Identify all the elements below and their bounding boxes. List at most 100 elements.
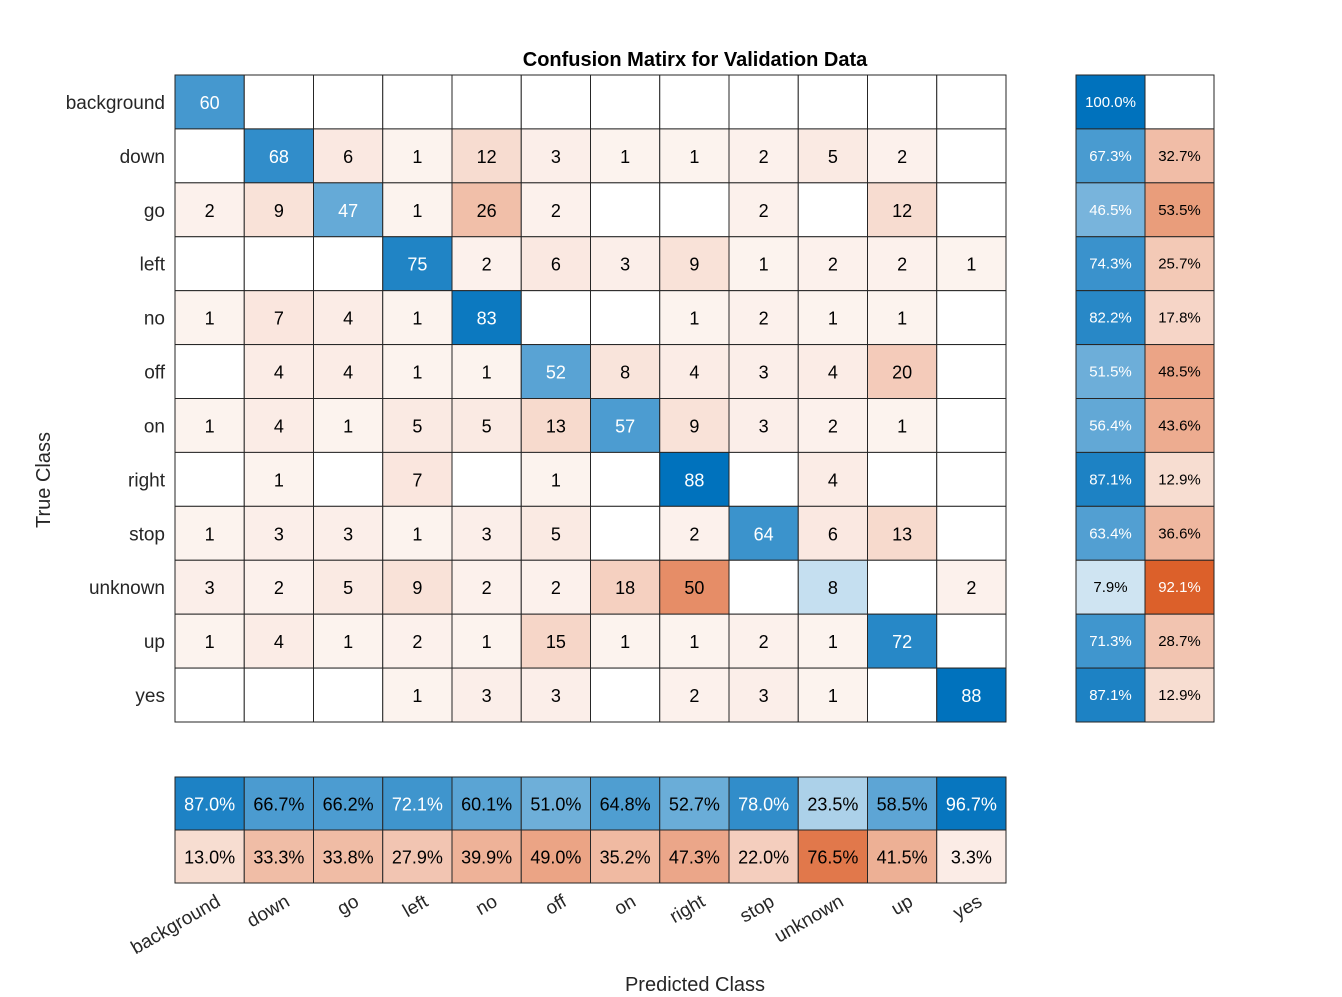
cell-right-down: [243, 451, 314, 507]
cell-go-on: [590, 182, 661, 238]
cell-go-unknown: [797, 182, 868, 238]
column-label-right: right: [666, 891, 709, 928]
cell-unknown-up: [867, 559, 938, 615]
cell-left-yes: [936, 236, 1007, 292]
cell-stop-go: [313, 505, 384, 561]
column-summary-correct-value: 64.8%: [600, 795, 651, 815]
cell-no-on: [590, 290, 661, 346]
cell-value: 2: [551, 578, 561, 598]
cell-value: 3: [205, 578, 215, 598]
column-summary-incorrect-value: 35.2%: [600, 848, 651, 868]
column-label-on: on: [611, 891, 640, 920]
cell-off-stop: [728, 344, 799, 400]
cell-off-off: [520, 344, 591, 400]
cell-background-right: [659, 74, 730, 130]
cell-no-go: [313, 290, 384, 346]
column-summary-correct-value: 23.5%: [807, 795, 858, 815]
cell-background-no: [451, 74, 522, 130]
cell-stop-no: [451, 505, 522, 561]
cell-stop-up: [867, 505, 938, 561]
row-labels: background down go left no off on right stop unkn…: [66, 93, 166, 707]
cell-right-yes: [936, 451, 1007, 507]
cell-value: 2: [551, 201, 561, 221]
column-summary-correct-value: 72.1%: [392, 795, 443, 815]
column-summary-correct-value: 52.7%: [669, 795, 720, 815]
cell-value: 1: [412, 309, 422, 329]
cell-left-go: [313, 236, 384, 292]
cell-no-up: [867, 290, 938, 346]
row-summary-incorrect-cell: [1144, 128, 1215, 184]
cell-right-off: [520, 451, 591, 507]
row-summary-incorrect-value: 25.7%: [1158, 256, 1201, 273]
cell-value: 15: [546, 632, 566, 652]
cell-value: 8: [620, 363, 630, 383]
cell-value: 2: [897, 147, 907, 167]
cell-value: 4: [274, 632, 284, 652]
cell-value: 1: [897, 416, 907, 436]
row-label-left: left: [140, 255, 166, 276]
cell-background-up: [867, 74, 938, 130]
cell-yes-stop: [728, 667, 799, 723]
row-summary-incorrect-cell: [1144, 451, 1215, 507]
cell-value: 9: [412, 578, 422, 598]
column-summary-correct-cell: [797, 776, 868, 831]
cell-value: 6: [828, 524, 838, 544]
column-summary-incorrect-value: 33.8%: [323, 848, 374, 868]
cell-up-down: [243, 613, 314, 669]
cell-value: 4: [274, 416, 284, 436]
column-summary-correct-value: 87.0%: [184, 795, 235, 815]
column-label-background: background: [128, 891, 224, 959]
cell-background-stop: [728, 74, 799, 130]
column-summary-correct-cell: [520, 776, 591, 831]
cell-no-yes: [936, 290, 1007, 346]
cell-value: 3: [759, 416, 769, 436]
cell-value: 2: [897, 255, 907, 275]
cell-off-up: [867, 344, 938, 400]
cell-value: 1: [205, 524, 215, 544]
cell-right-stop: [728, 451, 799, 507]
row-summary-correct-value: 63.4%: [1089, 525, 1132, 542]
row-label-no: no: [144, 309, 165, 330]
cell-on-background: [174, 398, 245, 453]
cell-value: 3: [551, 686, 561, 706]
cell-value: 1: [828, 686, 838, 706]
cell-value: 1: [828, 309, 838, 329]
cell-value: 3: [551, 147, 561, 167]
column-label-unknown: unknown: [771, 891, 847, 947]
cell-value: 57: [615, 416, 635, 436]
column-summary-incorrect-value: 41.5%: [877, 848, 928, 868]
column-summary-correct-cell: [936, 776, 1007, 831]
cell-value: 5: [343, 578, 353, 598]
cell-value: 1: [689, 309, 699, 329]
cell-up-right: [659, 613, 730, 669]
cell-value: 4: [343, 309, 353, 329]
cell-unknown-background: [174, 559, 245, 615]
cell-left-left: [382, 236, 453, 292]
cell-value: 1: [897, 309, 907, 329]
column-summary-incorrect-cell: [867, 829, 938, 884]
cell-value: 88: [684, 470, 704, 490]
cell-unknown-no: [451, 559, 522, 615]
row-summary-correct-value: 71.3%: [1089, 633, 1132, 650]
cell-value: 64: [754, 524, 774, 544]
cell-go-no: [451, 182, 522, 238]
cell-unknown-down: [243, 559, 314, 615]
column-summary-correct-value: 78.0%: [738, 795, 789, 815]
cell-on-off: [520, 398, 591, 453]
row-summary-correct-value: 100.0%: [1085, 94, 1136, 111]
row-summary-incorrect-value: 36.6%: [1158, 525, 1201, 542]
cell-down-down: [243, 128, 314, 184]
row-summary-correct-value: 82.2%: [1089, 310, 1132, 327]
cell-unknown-off: [520, 559, 591, 615]
column-summary-incorrect-value: 33.3%: [253, 848, 304, 868]
column-summary-incorrect-value: 27.9%: [392, 848, 443, 868]
cell-value: 3: [274, 524, 284, 544]
row-summary-incorrect-cell: [1144, 505, 1215, 561]
cell-value: 8: [828, 578, 838, 598]
cell-go-right: [659, 182, 730, 238]
cell-down-go: [313, 128, 384, 184]
cell-value: 9: [689, 255, 699, 275]
cell-background-off: [520, 74, 591, 130]
